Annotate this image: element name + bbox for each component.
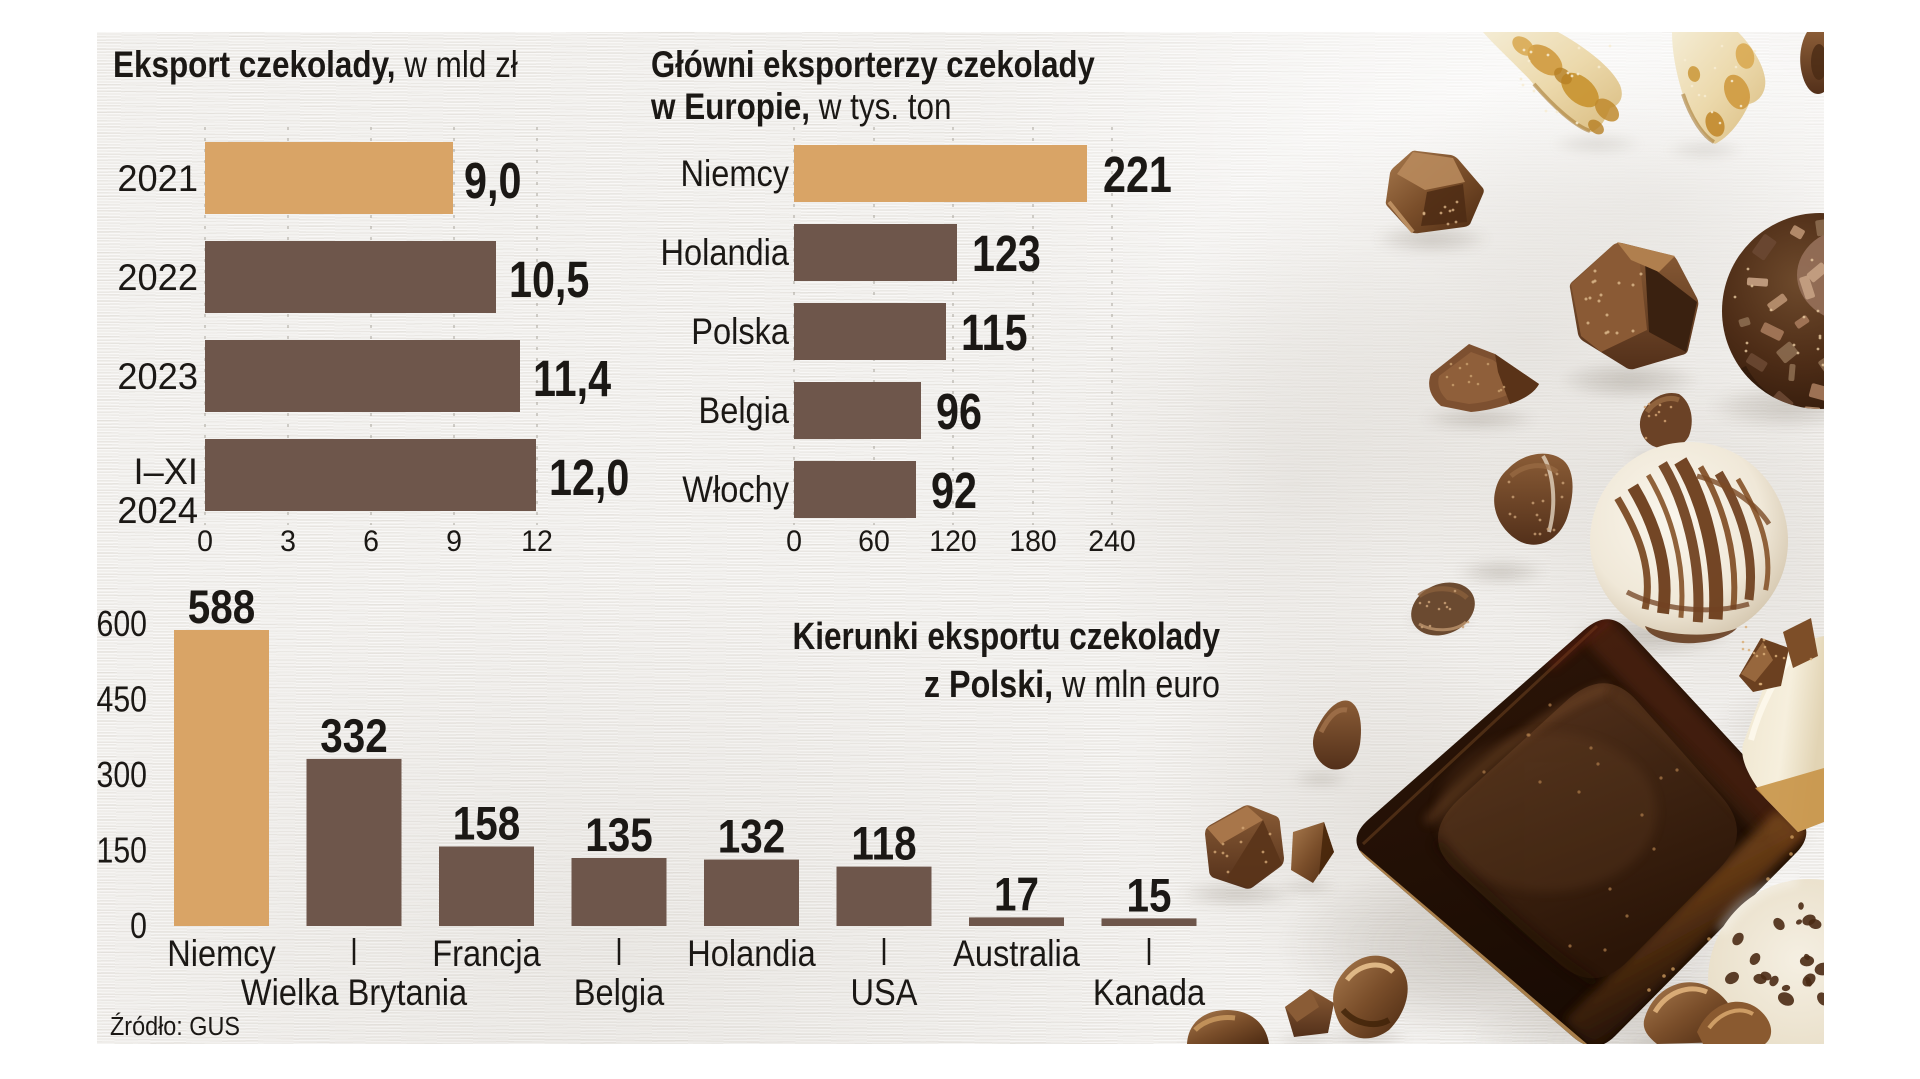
svg-text:Holandia: Holandia [660,232,789,273]
svg-text:221: 221 [1103,146,1172,203]
svg-text:150: 150 [97,831,147,871]
svg-text:Francja: Francja [432,933,541,974]
svg-text:Polska: Polska [691,311,789,352]
svg-text:Eksport czekolady, w mld zł: Eksport czekolady, w mld zł [113,45,518,86]
svg-text:115: 115 [961,304,1028,361]
svg-text:118: 118 [851,818,916,871]
svg-text:332: 332 [320,710,387,763]
svg-text:Kierunki eksportu czekolady: Kierunki eksportu czekolady [792,615,1220,657]
svg-text:180: 180 [1009,525,1057,558]
svg-text:120: 120 [929,525,977,558]
svg-text:132: 132 [718,811,785,864]
svg-text:3: 3 [280,525,296,558]
svg-text:11,4: 11,4 [533,350,611,407]
svg-text:Główni eksporterzy czekolady: Główni eksporterzy czekolady [651,45,1095,86]
svg-text:I–XI: I–XI [134,451,198,492]
svg-text:Włochy: Włochy [682,469,789,510]
svg-text:0: 0 [786,525,802,558]
svg-text:2024: 2024 [117,490,198,531]
svg-text:123: 123 [972,225,1041,282]
svg-text:Belgia: Belgia [574,972,665,1013]
svg-text:Belgia: Belgia [699,390,790,431]
svg-text:w Europie, w tys. ton: w Europie, w tys. ton [650,87,951,128]
svg-text:0: 0 [130,907,147,947]
svg-text:Źródło: GUS: Źródło: GUS [110,1013,240,1041]
svg-text:96: 96 [936,383,982,440]
svg-text:6: 6 [363,525,379,558]
svg-text:2023: 2023 [117,356,198,397]
svg-text:Kanada: Kanada [1093,972,1206,1013]
svg-text:9: 9 [446,525,462,558]
svg-text:158: 158 [453,798,520,851]
svg-text:92: 92 [931,462,977,519]
svg-text:12: 12 [521,525,553,558]
svg-text:USA: USA [851,972,919,1013]
svg-text:300: 300 [97,756,147,796]
svg-text:240: 240 [1088,525,1136,558]
svg-text:Holandia: Holandia [687,933,816,974]
svg-text:Wielka Brytania: Wielka Brytania [241,972,468,1013]
svg-text:588: 588 [188,581,255,634]
svg-text:60: 60 [858,525,890,558]
svg-text:15: 15 [1127,870,1172,923]
svg-text:600: 600 [97,605,147,645]
svg-text:0: 0 [197,525,213,558]
svg-text:z Polski, w mln euro: z Polski, w mln euro [924,664,1220,706]
svg-text:Australia: Australia [953,933,1080,974]
svg-text:17: 17 [994,869,1039,922]
svg-text:12,0: 12,0 [549,449,629,506]
svg-text:450: 450 [97,680,147,720]
svg-text:135: 135 [585,809,652,862]
svg-text:2021: 2021 [117,158,198,199]
svg-text:Niemcy: Niemcy [680,153,789,194]
svg-text:10,5: 10,5 [509,251,589,308]
svg-text:Niemcy: Niemcy [167,933,276,974]
svg-text:9,0: 9,0 [464,152,521,209]
svg-text:2022: 2022 [117,257,198,298]
